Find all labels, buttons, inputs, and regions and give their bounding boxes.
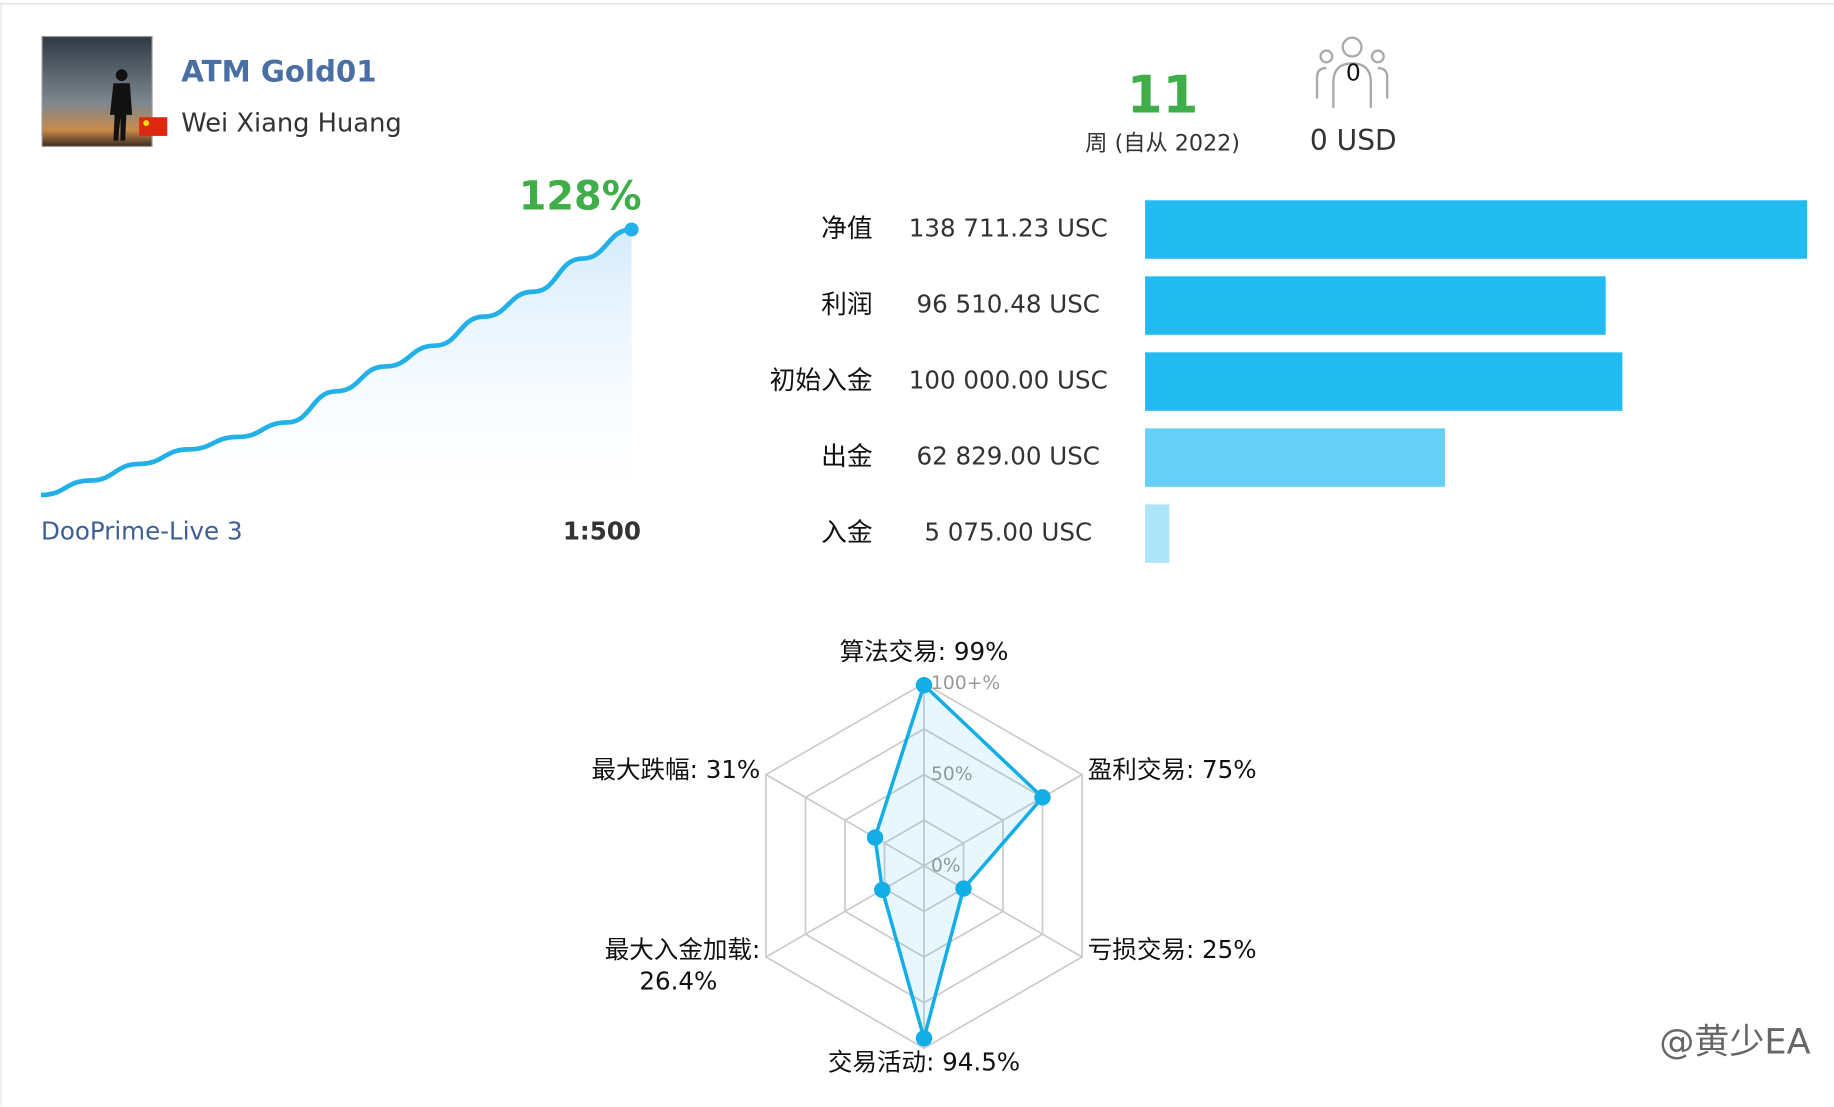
radar-axis-label: 交易活动: 94.5% bbox=[828, 1047, 1020, 1076]
weeks-label: 周 (自从 2022) bbox=[1085, 131, 1240, 157]
radar-axis-label: 盈利交易: 75% bbox=[1088, 755, 1257, 784]
radar-axis-label: 最大入金加载: bbox=[605, 935, 761, 964]
bar-category: 净值 bbox=[821, 214, 872, 244]
radar-spoke bbox=[765, 773, 925, 867]
bar-category: 初始入金 bbox=[770, 366, 873, 396]
bar bbox=[1145, 276, 1606, 335]
radar-axis-label: 算法交易: 99% bbox=[840, 637, 1009, 666]
radar-spoke bbox=[923, 773, 1083, 867]
growth-area bbox=[40, 229, 632, 496]
bar-value-label: 100 000.00 USC bbox=[909, 366, 1108, 395]
bar bbox=[1145, 352, 1623, 411]
radar-spoke bbox=[923, 865, 1083, 958]
bar-value-label: 96 510.48 USC bbox=[917, 290, 1100, 319]
radar-axis-label: 26.4% bbox=[639, 967, 717, 996]
author-name[interactable]: Wei Xiang Huang bbox=[181, 109, 401, 139]
flag bbox=[139, 117, 168, 136]
radar-tick-label: 50% bbox=[931, 764, 973, 785]
bar bbox=[1145, 200, 1808, 259]
radar-point bbox=[866, 829, 884, 846]
signal-name[interactable]: ATM Gold01 bbox=[181, 54, 376, 88]
radar-axis-label: 最大跌幅: 31% bbox=[591, 755, 760, 784]
bar-category: 入金 bbox=[821, 518, 872, 548]
weeks-value: 11 bbox=[1127, 66, 1199, 126]
radar-point bbox=[915, 676, 933, 694]
bar-category: 利润 bbox=[821, 290, 872, 320]
bar-value-label: 138 711.23 USC bbox=[909, 214, 1108, 243]
bar bbox=[1145, 428, 1445, 487]
bar bbox=[1145, 504, 1170, 563]
radar-tick-label: 0% bbox=[931, 855, 961, 876]
bar-value-label: 62 829.00 USC bbox=[917, 442, 1100, 471]
radar-axis-label: 亏损交易: 25% bbox=[1088, 935, 1257, 964]
radar-point bbox=[874, 881, 891, 899]
bar-value-label: 5 075.00 USC bbox=[924, 518, 1092, 547]
subscribers-count: 0 bbox=[1346, 58, 1361, 86]
subscribers-icon bbox=[1315, 36, 1389, 108]
growth-line bbox=[40, 227, 632, 498]
growth-label: 128% bbox=[519, 174, 642, 220]
watermark: @黄少EA bbox=[1659, 1022, 1810, 1063]
avatar bbox=[41, 35, 153, 148]
radar-spoke bbox=[765, 865, 925, 958]
growth-end-point bbox=[624, 222, 639, 237]
bar-category: 出金 bbox=[821, 442, 872, 472]
subscribers-funds: 0 USD bbox=[1310, 124, 1397, 157]
radar-point bbox=[955, 880, 972, 897]
server-name[interactable]: DooPrime-Live 3 bbox=[41, 516, 243, 545]
leverage: 1:500 bbox=[563, 516, 641, 545]
radar-point bbox=[1034, 789, 1051, 806]
radar-tick-label: 100+% bbox=[931, 673, 1000, 694]
radar-point bbox=[915, 1030, 933, 1047]
